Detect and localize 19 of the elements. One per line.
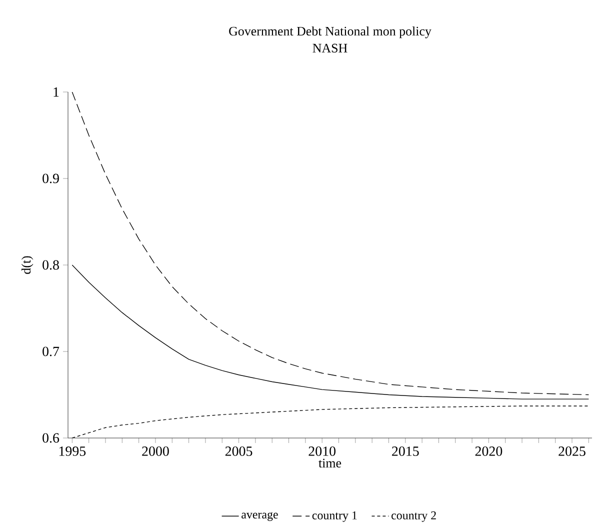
x-tick-label: 1995 <box>59 446 86 456</box>
y-tick-label: 0.8 <box>42 260 59 270</box>
x-tick-label: 2000 <box>142 446 169 456</box>
x-tick-label: 2010 <box>308 446 336 456</box>
y-tick-label: 0.7 <box>42 346 60 356</box>
y-tick-label: 0.6 <box>42 433 60 443</box>
y-axis-title: d(t) <box>21 256 34 274</box>
chart-title: Government Debt National mon policy <box>229 26 432 38</box>
x-tick-label: 2025 <box>558 446 586 456</box>
x-tick-label: 2020 <box>475 446 502 456</box>
chart-subtitle: NASH <box>312 44 348 52</box>
y-tick-label: 1 <box>54 87 59 97</box>
y-tick-label: 0.9 <box>42 174 59 184</box>
x-tick-label: 2015 <box>392 446 419 456</box>
legend-label: average <box>242 512 278 521</box>
x-tick-label: 2005 <box>225 446 252 456</box>
legend-label: country 2 <box>392 511 436 522</box>
x-axis-title: time <box>318 458 342 468</box>
legend-label: country 1 <box>312 511 357 522</box>
